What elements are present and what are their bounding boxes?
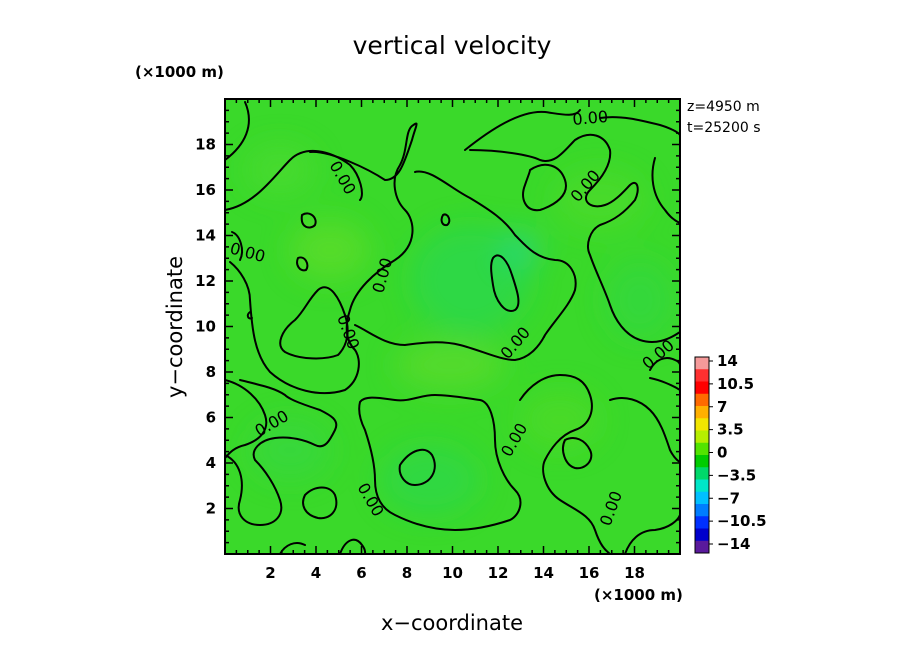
colorbar-swatch (695, 479, 709, 493)
y-tick-label: 16 (195, 181, 216, 199)
contour-line (522, 163, 567, 212)
colorbar-swatch (695, 381, 709, 395)
contour-line (562, 437, 593, 470)
colorbar-swatch (695, 504, 709, 517)
x-tick-label: 12 (488, 564, 509, 582)
contour-line (231, 231, 253, 320)
colorbar: 14 10.5 7 3.5 0 −3.5 −7 −10.5 −14 (694, 352, 767, 554)
x-tick-label: 2 (265, 564, 275, 582)
contour-line (464, 109, 680, 151)
contour-line (296, 212, 451, 272)
x-tick-label: 4 (311, 564, 321, 582)
x-tick-label: 18 (624, 564, 645, 582)
colorbar-swatch (695, 516, 709, 529)
y-tick-label: 10 (195, 318, 216, 336)
contour-line (225, 379, 338, 526)
colorbar-label: −14 (717, 535, 750, 553)
colorbar-swatch (695, 393, 709, 407)
contour-line (354, 170, 577, 361)
colorbar-swatch (695, 528, 709, 542)
colorbar-label: 14 (717, 352, 738, 370)
colorbar-swatch (695, 540, 709, 554)
contour-label: 0.00 (572, 107, 609, 129)
colorbar-swatch (695, 442, 709, 456)
contour-lines (225, 101, 680, 554)
axis-ticks: 2 4 6 8 10 12 14 16 18 2 4 6 8 10 12 14 16 18 (195, 99, 680, 582)
time-info: t=25200 s (687, 120, 761, 136)
y-tick-label: 4 (206, 454, 216, 472)
contour-line (229, 122, 418, 395)
y-tick-label: 6 (206, 409, 216, 427)
colorbar-label: −7 (717, 489, 740, 507)
colorbar-swatch (695, 491, 709, 505)
colorbar-label: −3.5 (717, 466, 756, 484)
x-tick-label: 16 (579, 564, 600, 582)
contour-line (651, 157, 680, 224)
contour-line (490, 254, 520, 312)
colorbar-label: 3.5 (717, 421, 744, 439)
colorbar-label: 7 (717, 398, 727, 416)
contour-line (302, 486, 338, 520)
contour-line (398, 448, 436, 486)
colorbar-label: 0 (717, 444, 727, 462)
colorbar-swatch (695, 467, 709, 480)
x-tick-label: 14 (533, 564, 554, 582)
plot-area: 0.00 0.00 0.00 0.00 0.00 0.00 0.00 0.00 … (224, 98, 681, 555)
y-tick-label: 14 (195, 227, 216, 245)
colorbar-swatch (695, 406, 709, 419)
colorbar-label: −10.5 (717, 512, 767, 530)
height-info: z=4950 m (687, 99, 760, 115)
colorbar-swatch (695, 455, 709, 468)
colorbar-swatch (695, 430, 709, 444)
colorbar-swatch (695, 369, 709, 382)
colorbar-swatch (695, 418, 709, 431)
x-axis-title: x−coordinate (381, 611, 523, 635)
y-unit-label: (×1000 m) (135, 63, 224, 81)
x-tick-label: 8 (402, 564, 412, 582)
y-tick-label: 18 (195, 136, 216, 154)
contour-line (358, 394, 522, 531)
y-axis-title: y−coordinate (163, 256, 187, 398)
y-tick-label: 8 (206, 363, 216, 381)
colorbar-swatch (695, 357, 709, 370)
colorbar-frame (694, 356, 710, 554)
y-tick-label: 12 (195, 272, 216, 290)
chart-title: vertical velocity (353, 31, 552, 60)
contour-line (279, 286, 349, 360)
x-tick-label: 10 (442, 564, 463, 582)
x-unit-label: (×1000 m) (594, 586, 683, 604)
x-tick-label: 6 (356, 564, 366, 582)
contour-line (469, 133, 680, 343)
y-tick-label: 2 (206, 500, 216, 518)
field-shading (245, 145, 675, 515)
colorbar-label: 10.5 (717, 375, 754, 393)
